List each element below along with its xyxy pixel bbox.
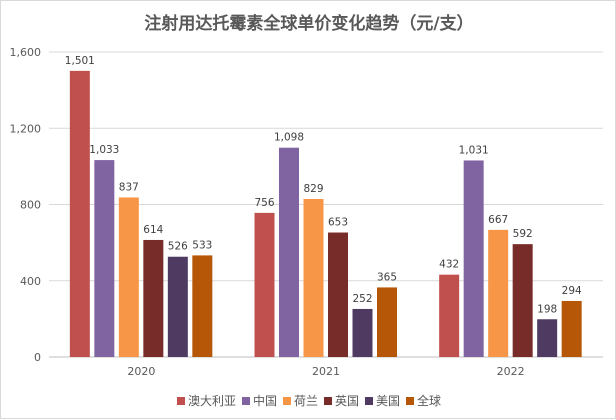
bar-美国 [537,319,558,357]
bar-全球 [192,255,213,357]
legend-label: 全球 [417,394,442,408]
legend-label: 荷兰 [293,394,318,408]
y-tick-label: 1,600 [10,46,42,59]
legend-item: 英国 [324,392,359,409]
data-label: 533 [192,239,212,251]
legend-label: 美国 [376,394,401,408]
data-label: 432 [439,259,459,271]
bar-美国 [352,308,373,357]
data-label: 756 [254,197,274,209]
data-label: 1,501 [65,55,95,67]
legend-item: 美国 [365,392,400,409]
legend-label: 中国 [252,394,277,408]
data-label: 294 [562,285,582,297]
y-tick-label: 800 [20,199,41,212]
legend-swatch [324,396,332,405]
data-label: 1,098 [274,132,304,144]
data-label: 198 [537,303,557,315]
data-label: 592 [513,228,533,240]
legend-item: 澳大利亚 [176,392,236,409]
bar-中国 [94,160,115,357]
bar-全球 [561,300,582,357]
bar-中国 [463,160,484,357]
legend-swatch [406,396,415,405]
bar-澳大利亚 [69,70,90,357]
legend: 澳大利亚 中国 荷兰 英国 美国 全球 [1,392,616,409]
data-label: 837 [119,181,139,193]
data-label: 614 [143,224,163,236]
data-label: 667 [488,214,508,226]
bar-英国 [143,239,164,357]
bar-英国 [328,232,348,357]
bar-荷兰 [488,229,509,357]
data-label: 1,033 [89,144,119,156]
bar-澳大利亚 [439,274,460,357]
legend-label: 澳大利亚 [187,394,236,408]
legend-item: 全球 [406,392,441,409]
legend-item: 荷兰 [282,392,318,409]
legend-swatch [241,396,250,405]
data-label: 526 [168,241,188,253]
legend-item: 中国 [241,392,277,409]
bar-全球 [377,287,397,357]
y-tick-label: 0 [34,351,41,364]
legend-swatch [282,396,291,405]
data-label: 653 [328,217,348,229]
legend-label: 英国 [335,394,360,408]
data-label: 829 [303,183,323,195]
y-tick-label: 1,200 [10,122,42,135]
data-label: 1,031 [459,144,489,156]
bar-英国 [512,244,533,357]
data-label: 252 [352,293,372,305]
chart-title: 注射用达托霉素全球单价变化趋势（元/支） [144,14,474,34]
bar-澳大利亚 [254,212,275,357]
legend-swatch [365,396,374,405]
legend-swatch [176,396,185,405]
x-tick-label: 2020 [127,365,155,378]
bar-美国 [167,256,188,357]
bar-荷兰 [303,198,324,357]
x-tick-label: 2021 [312,365,340,378]
bar-荷兰 [118,197,139,357]
y-tick-label: 400 [20,275,41,288]
x-tick-label: 2022 [497,365,525,378]
bar-中国 [279,147,299,357]
data-label: 365 [377,271,397,283]
